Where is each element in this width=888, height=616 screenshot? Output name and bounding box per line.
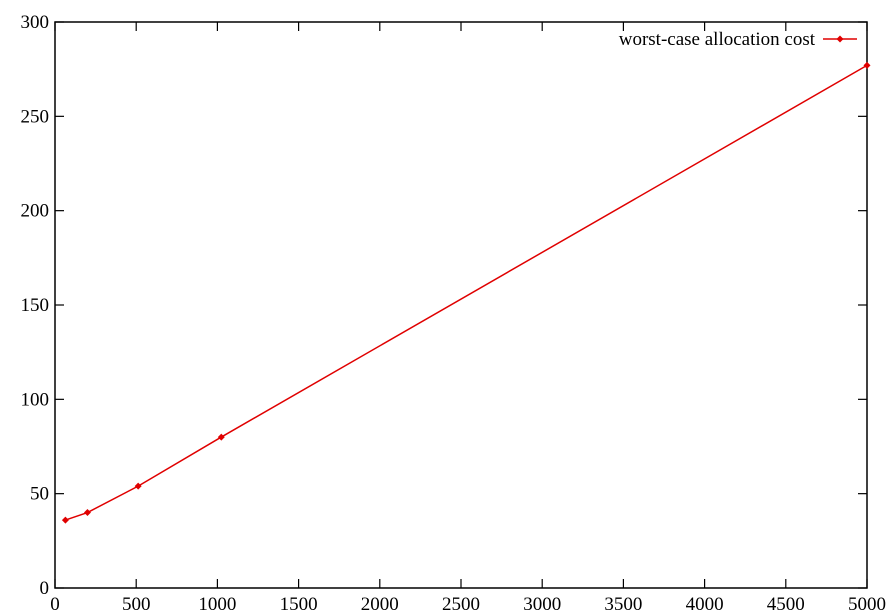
x-tick-label: 500 — [122, 594, 151, 615]
series-layer — [61, 61, 871, 524]
x-tick-label: 3000 — [523, 594, 561, 615]
x-tick-label: 2500 — [442, 594, 480, 615]
x-tick-label: 3500 — [604, 594, 642, 615]
y-tick-label: 50 — [30, 484, 49, 505]
y-tick-label: 0 — [40, 578, 50, 599]
x-tick-label: 1000 — [198, 594, 236, 615]
data-point — [863, 61, 871, 69]
x-tick-label: 2000 — [361, 594, 399, 615]
x-tick-label: 1500 — [280, 594, 318, 615]
y-tick-label: 200 — [21, 201, 50, 222]
legend: worst-case allocation cost — [619, 29, 857, 50]
y-tick-label: 100 — [21, 389, 50, 410]
legend-label: worst-case allocation cost — [619, 29, 816, 50]
legend-marker — [836, 35, 844, 43]
data-point — [83, 509, 91, 517]
plot-frame — [54, 21, 868, 589]
y-axis-ticks: 0 50 100 150 200 250 300 — [21, 12, 867, 599]
x-tick-label: 5000 — [848, 594, 886, 615]
x-axis-ticks: 0 500 1000 1500 2000 2500 3000 3500 4000 4500 5000 — [50, 22, 886, 615]
x-tick-label: 4500 — [767, 594, 805, 615]
x-tick-label: 4000 — [686, 594, 724, 615]
x-tick-label: 0 — [50, 594, 60, 615]
y-tick-label: 150 — [21, 295, 50, 316]
data-point — [61, 516, 69, 524]
y-tick-label: 250 — [21, 106, 50, 127]
series-line — [65, 64, 868, 521]
data-point — [217, 433, 225, 441]
y-tick-label: 300 — [21, 12, 50, 33]
data-point — [134, 482, 142, 490]
